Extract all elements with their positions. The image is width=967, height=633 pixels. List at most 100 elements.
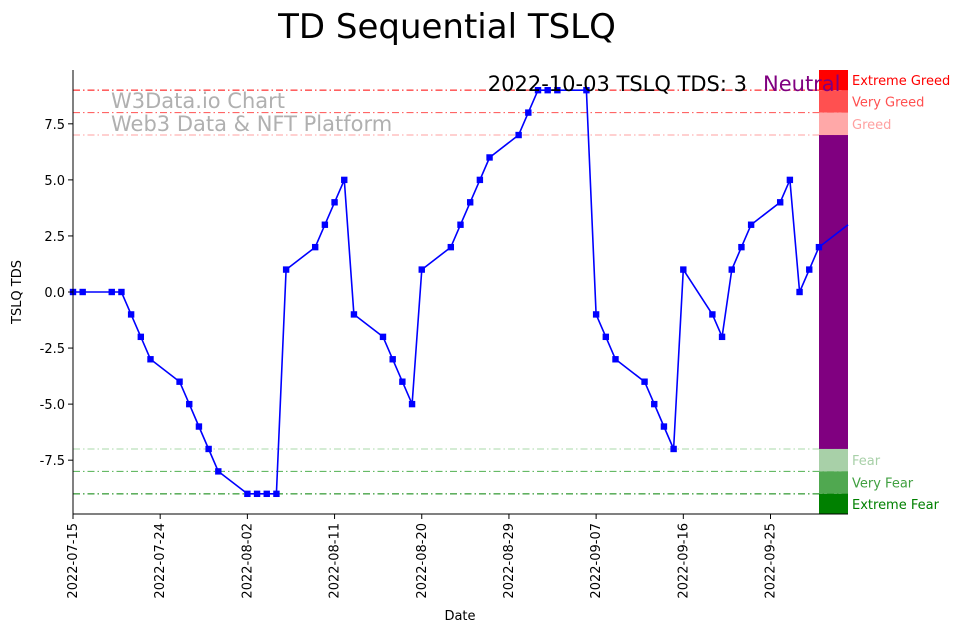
x-tick-label-0: 2022-07-15 — [66, 523, 81, 599]
data-point — [244, 490, 251, 498]
data-point — [476, 176, 484, 184]
chart-title: TD Sequential TSLQ — [277, 7, 616, 47]
data-point — [738, 243, 745, 251]
reference-lines — [73, 89, 848, 495]
data-point — [408, 400, 416, 408]
data-point — [331, 199, 338, 206]
data-point — [651, 400, 658, 408]
data-point — [583, 86, 590, 94]
zone-band-4 — [819, 448, 848, 472]
data-point — [680, 266, 687, 273]
data-point — [592, 311, 600, 318]
data-point — [544, 86, 551, 94]
x-tick-label-5: 2022-08-29 — [502, 523, 517, 599]
data-point — [253, 490, 261, 498]
data-point — [815, 243, 823, 251]
watermark-line-1: W3Data.io Chart — [111, 89, 285, 113]
zone-label-6: Extreme Fear — [852, 498, 940, 513]
x-tick-label-8: 2022-09-25 — [764, 523, 779, 599]
zone-band-2 — [819, 112, 848, 136]
series-line — [73, 89, 849, 495]
x-tick-label-7: 2022-09-16 — [676, 523, 691, 599]
x-axis-ticks: 2022-07-15 2022-07-24 2022-08-02 2022-08-11… — [66, 514, 779, 599]
y-axis-label: TSLQ TDS — [10, 260, 25, 325]
y-tick-label-3: 0.0 — [44, 286, 65, 301]
data-point — [796, 288, 803, 296]
zone-label-2: Greed — [852, 118, 891, 133]
zone-band-3 — [819, 135, 848, 449]
zone-label-4: Fear — [852, 454, 881, 469]
data-point — [554, 86, 561, 94]
zone-band-5 — [819, 471, 848, 494]
data-point — [399, 378, 406, 385]
y-tick-label-1: -5.0 — [40, 398, 65, 413]
y-tick-label-0: -7.5 — [40, 454, 65, 469]
data-point — [195, 423, 203, 430]
data-point — [321, 221, 329, 228]
data-point — [806, 266, 813, 273]
x-axis-label: Date — [444, 609, 475, 624]
zone-band-0 — [819, 70, 848, 91]
y-tick-label-5: 5.0 — [44, 174, 65, 189]
data-point — [263, 490, 270, 498]
data-point — [641, 378, 648, 385]
data-point — [457, 221, 464, 228]
data-point — [147, 356, 154, 363]
data-point — [186, 400, 193, 408]
data-point — [786, 176, 794, 184]
data-point — [108, 288, 115, 296]
y-tick-label-4: 2.5 — [44, 230, 65, 245]
data-point — [670, 445, 677, 453]
data-point — [127, 311, 135, 318]
status-sentiment: Neutral — [763, 72, 841, 96]
x-tick-label-4: 2022-08-20 — [415, 523, 430, 599]
data-point — [341, 176, 348, 184]
x-tick-label-1: 2022-07-24 — [153, 523, 168, 599]
data-point — [215, 468, 222, 475]
sentiment-zones: Extreme Greed Very Greed Greed Fear Very Fea… — [819, 70, 950, 514]
zone-label-1: Very Greed — [852, 95, 924, 110]
series-tslq-tds — [69, 86, 849, 498]
data-point — [776, 199, 784, 206]
data-point — [79, 288, 86, 296]
y-axis-ticks: -7.5 -5.0 -2.5 0.0 2.5 5.0 7.5 — [40, 118, 73, 469]
data-point — [612, 356, 619, 363]
data-point — [118, 288, 125, 296]
data-point — [273, 490, 280, 498]
zone-band-1 — [819, 90, 848, 113]
data-point — [282, 266, 290, 273]
y-tick-label-2: -2.5 — [40, 342, 65, 357]
data-point — [728, 266, 735, 273]
y-tick-label-6: 7.5 — [44, 118, 65, 133]
data-point — [311, 243, 319, 251]
x-tick-label-3: 2022-08-11 — [328, 523, 343, 599]
data-point — [176, 378, 183, 385]
data-point — [718, 333, 726, 341]
data-point — [466, 199, 474, 206]
data-point — [205, 445, 212, 453]
data-point — [137, 333, 145, 341]
x-tick-label-6: 2022-09-07 — [589, 523, 604, 599]
data-point — [379, 333, 387, 341]
zone-band-6 — [819, 493, 848, 514]
zone-label-0: Extreme Greed — [852, 74, 950, 89]
data-point — [525, 109, 532, 116]
data-point — [747, 221, 755, 228]
data-point — [660, 423, 668, 430]
data-point — [602, 333, 610, 341]
axes — [72, 70, 848, 515]
data-point — [515, 131, 522, 139]
zone-label-5: Very Fear — [852, 477, 914, 492]
data-point — [350, 311, 358, 318]
data-point — [447, 243, 455, 251]
data-point — [389, 356, 396, 363]
data-point — [709, 311, 716, 318]
x-tick-label-2: 2022-08-02 — [240, 523, 255, 599]
data-point — [534, 86, 542, 94]
watermark-line-2: Web3 Data & NFT Platform — [111, 112, 392, 136]
data-point — [418, 266, 425, 273]
watermark: W3Data.io Chart Web3 Data & NFT Platform — [111, 89, 392, 136]
status-text: 2022-10-03 TSLQ TDS: 3 — [488, 72, 747, 96]
data-point — [486, 154, 493, 161]
